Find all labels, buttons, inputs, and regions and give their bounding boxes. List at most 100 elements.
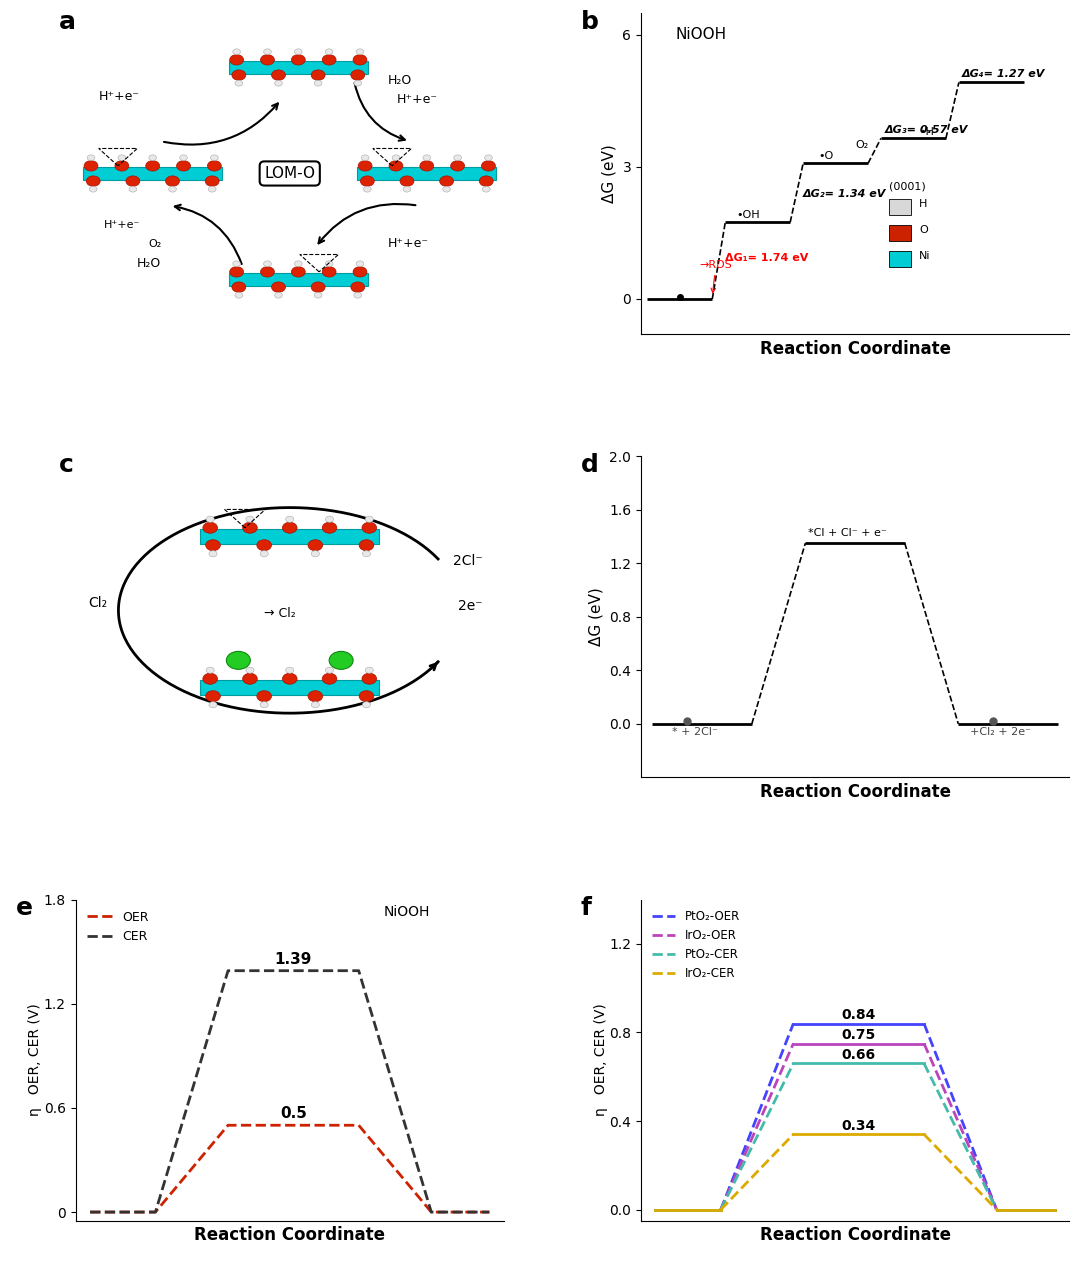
Circle shape (351, 281, 365, 292)
Circle shape (443, 186, 450, 191)
Circle shape (86, 176, 100, 186)
Circle shape (356, 261, 364, 267)
Y-axis label: η   OER, CER (V): η OER, CER (V) (594, 1004, 608, 1117)
Circle shape (403, 186, 410, 191)
Circle shape (365, 667, 374, 673)
Circle shape (206, 517, 214, 522)
Circle shape (257, 691, 271, 702)
Text: b: b (581, 9, 598, 33)
Circle shape (361, 176, 375, 186)
Circle shape (260, 551, 268, 556)
X-axis label: Reaction Coordinate: Reaction Coordinate (759, 339, 950, 357)
Circle shape (360, 540, 374, 551)
Text: Cl₂: Cl₂ (89, 596, 108, 610)
Circle shape (353, 55, 367, 66)
Circle shape (354, 80, 362, 86)
Circle shape (233, 261, 241, 267)
Text: H₂O: H₂O (388, 73, 413, 86)
Circle shape (149, 155, 157, 161)
Circle shape (260, 267, 274, 278)
Circle shape (264, 261, 271, 267)
Circle shape (211, 155, 218, 161)
Circle shape (282, 522, 297, 533)
Circle shape (322, 673, 337, 684)
Circle shape (450, 161, 464, 171)
Circle shape (292, 267, 306, 278)
Circle shape (246, 517, 254, 522)
Text: (0001): (0001) (889, 181, 926, 191)
X-axis label: Reaction Coordinate: Reaction Coordinate (759, 1226, 950, 1244)
Circle shape (454, 155, 461, 161)
Circle shape (203, 673, 217, 684)
Circle shape (208, 702, 217, 708)
Circle shape (295, 261, 302, 267)
Circle shape (322, 267, 336, 278)
Text: +Cl₂ + 2e⁻: +Cl₂ + 2e⁻ (970, 726, 1031, 736)
Circle shape (232, 69, 246, 80)
Circle shape (322, 55, 336, 66)
Circle shape (365, 517, 374, 522)
Text: →RDS: →RDS (700, 260, 732, 293)
Circle shape (311, 69, 325, 80)
Circle shape (420, 161, 434, 171)
Text: H⁺+e⁻: H⁺+e⁻ (99, 90, 139, 103)
Text: •OH: •OH (737, 209, 760, 220)
Circle shape (363, 702, 370, 708)
Circle shape (179, 155, 188, 161)
Text: 1.39: 1.39 (274, 952, 312, 966)
Circle shape (325, 261, 333, 267)
Circle shape (84, 161, 98, 171)
Circle shape (232, 281, 246, 292)
Text: e: e (15, 897, 32, 920)
Circle shape (165, 176, 179, 186)
Y-axis label: η   OER, CER (V): η OER, CER (V) (28, 1004, 42, 1117)
Bar (889, 199, 910, 215)
Circle shape (362, 673, 377, 684)
Circle shape (243, 522, 257, 533)
Circle shape (400, 176, 414, 186)
Circle shape (90, 186, 97, 191)
Circle shape (129, 186, 137, 191)
Circle shape (207, 161, 221, 171)
Circle shape (353, 267, 367, 278)
Y-axis label: ΔG (eV): ΔG (eV) (602, 144, 617, 203)
Circle shape (308, 691, 323, 702)
Text: H⁺+e⁻: H⁺+e⁻ (388, 238, 429, 251)
Circle shape (480, 176, 494, 186)
Circle shape (87, 155, 95, 161)
Circle shape (114, 161, 129, 171)
Circle shape (264, 49, 271, 55)
Text: 0.34: 0.34 (841, 1119, 876, 1133)
Text: ΔG₃= 0.57 eV: ΔG₃= 0.57 eV (885, 125, 968, 135)
Text: a: a (58, 9, 76, 33)
Text: *Cl + Cl⁻ + e⁻: *Cl + Cl⁻ + e⁻ (808, 528, 887, 538)
Circle shape (286, 517, 294, 522)
Circle shape (246, 667, 254, 673)
Circle shape (243, 673, 257, 684)
Bar (200, 528, 379, 545)
X-axis label: Reaction Coordinate: Reaction Coordinate (194, 1226, 386, 1244)
Circle shape (274, 292, 282, 298)
Text: 0.66: 0.66 (841, 1049, 876, 1061)
Circle shape (389, 161, 403, 171)
Circle shape (351, 69, 365, 80)
Circle shape (235, 80, 243, 86)
Circle shape (325, 517, 334, 522)
Circle shape (311, 702, 320, 708)
Circle shape (205, 691, 220, 702)
Circle shape (329, 651, 353, 669)
Circle shape (235, 292, 243, 298)
Circle shape (271, 281, 285, 292)
Circle shape (230, 55, 244, 66)
Bar (229, 272, 367, 287)
Text: f: f (581, 897, 592, 920)
Circle shape (311, 551, 320, 556)
Circle shape (227, 651, 251, 669)
Circle shape (260, 702, 268, 708)
Circle shape (274, 80, 282, 86)
Circle shape (483, 186, 490, 191)
Bar (83, 167, 222, 180)
Text: Ni: Ni (919, 251, 931, 261)
Circle shape (311, 281, 325, 292)
Circle shape (205, 176, 219, 186)
